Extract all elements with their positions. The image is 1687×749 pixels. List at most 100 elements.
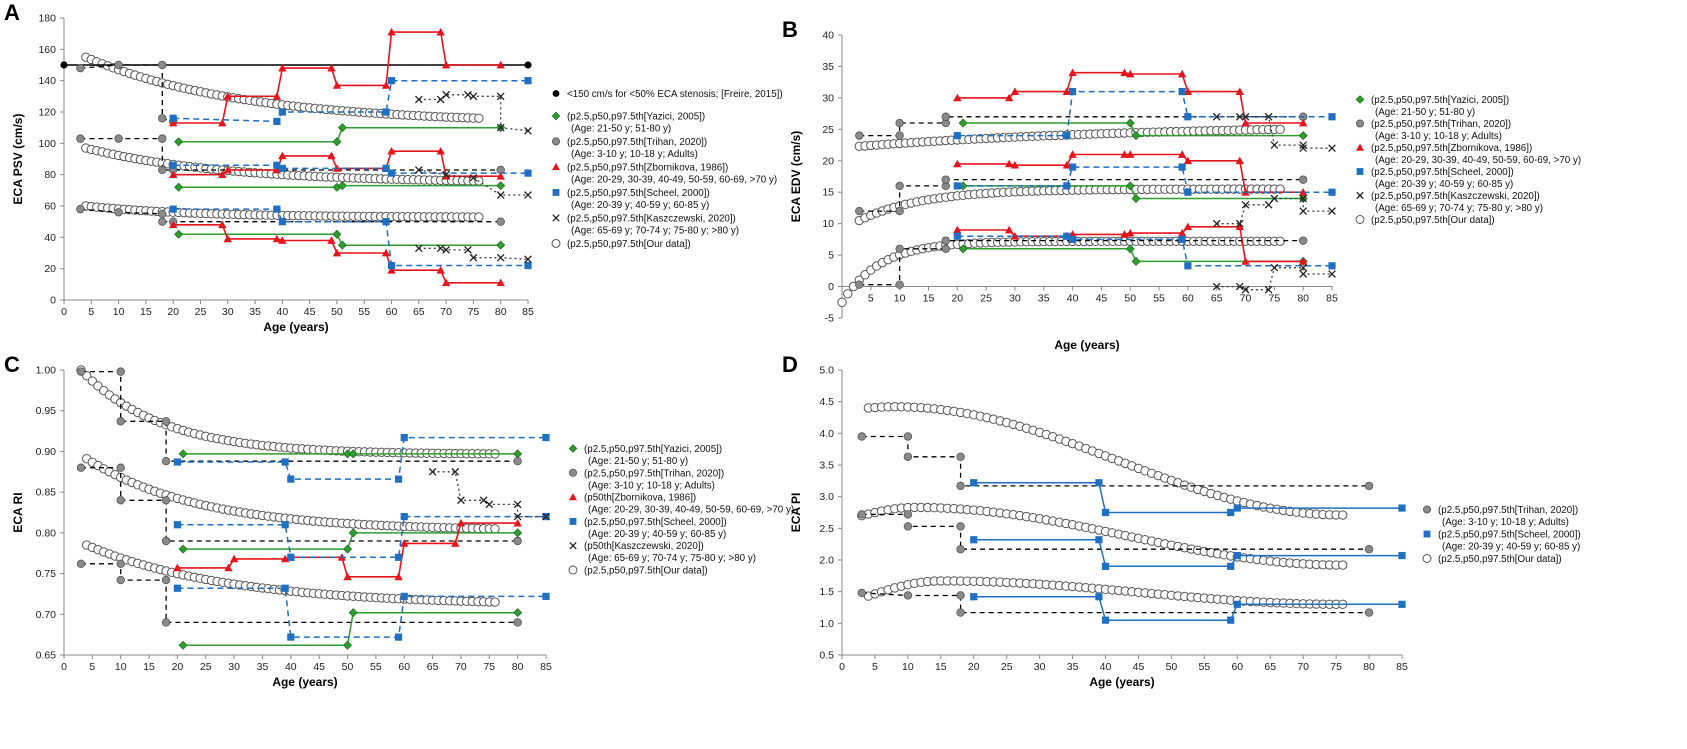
panel-a-series-point	[496, 217, 505, 226]
panel-b-legend-sublabel: (Age: 65-69 y; 70-74 y; 75-80 y; >80 y)	[1375, 203, 1543, 214]
panel-c-legend-label: (p2.5,p50,p97.5th[Our data])	[584, 566, 708, 577]
panel-c-series-point	[116, 367, 125, 376]
panel-b-series-point	[1062, 87, 1072, 95]
panel-c-series-line	[81, 370, 518, 462]
panel-d-our-data-point	[1338, 510, 1348, 520]
panel-c-series-point	[513, 608, 523, 618]
panel-a-y-tick-label: 120	[38, 107, 56, 119]
panel-b-series-point	[953, 182, 961, 190]
panel-b-series-point	[1063, 232, 1071, 240]
panel-c-legend-item: (p2.5,p50,p97.5th[Yazici, 2005])(Age: 21…	[568, 444, 722, 467]
panel-b-series-line	[1216, 197, 1332, 225]
panel-a-legend-marker	[551, 238, 561, 248]
panel-a-legend-label: <150 cm/s for <50% ECA stenosis; [Freire…	[567, 89, 783, 100]
panel-a-series-point	[223, 234, 232, 243]
panel-c-series-point	[394, 475, 403, 483]
panel-b-y-tick-label: 30	[822, 92, 834, 104]
panel-a-series-point	[387, 27, 396, 36]
panel-a-series-point	[174, 229, 184, 239]
panel-d-series-point	[857, 510, 866, 519]
panel-a-series-point	[223, 92, 232, 100]
panel-c-y-tick-label: 0.80	[36, 527, 57, 539]
panel-c-series-point	[161, 536, 171, 546]
panel-d-series-point	[1364, 545, 1374, 554]
panel-c-legend-marker	[568, 468, 578, 477]
panel-a-series-point	[496, 92, 505, 101]
panel-b-y-tick-label: 25	[822, 124, 834, 136]
panel-a-x-tick-label: 85	[522, 306, 534, 318]
panel-c-series-point	[513, 618, 522, 627]
panel-a-y-tick-label: 20	[44, 263, 56, 275]
panel-a-legend-sublabel: (Age: 65-69 y; 70-74 y; 75-80 y; >80 y)	[571, 225, 739, 236]
panel-d-x-tick-label: 45	[1133, 661, 1145, 673]
panel-d-legend-sublabel: (Age: 3-10 y; 10-18 y; Adults)	[1442, 517, 1569, 528]
panel-b-x-axis-title: Age (years)	[1054, 338, 1119, 352]
panel-a-x-tick-label: 75	[468, 306, 480, 318]
panel-b-series-point	[953, 232, 961, 240]
panel-a-series-point	[382, 218, 390, 226]
panel-d-legend-marker	[1422, 554, 1432, 563]
panel-d-series-point	[903, 591, 913, 600]
panel-c-x-tick-label: 35	[257, 661, 269, 673]
panel-b-series-point	[1241, 200, 1250, 209]
panel-b-legend-item: (p2.5,p50,p97.5th[Zbornikova, 1986])(Age…	[1356, 143, 1581, 166]
panel-b-series-point	[1328, 113, 1336, 121]
panel-d-series-point	[1101, 508, 1110, 517]
panel-b-series-line	[957, 90, 1332, 137]
panel-b-series-point	[895, 244, 904, 254]
panel-b-series-line	[957, 166, 1332, 193]
panel-a-series-point	[168, 220, 178, 229]
panel-a-series-point	[278, 151, 287, 160]
panel-b-series-point	[1125, 181, 1135, 191]
panel-b-letter: B	[782, 17, 798, 42]
panel-a-series-point	[496, 123, 505, 132]
panel-a-series-point	[327, 151, 336, 160]
panel-a-legend-item: (p2.5,p50,p97.5th[Kaszczewski, 2020])(Ag…	[552, 213, 739, 236]
panel-d-x-tick-label: 15	[935, 661, 947, 673]
panel-d-y-tick-label: 5.0	[819, 365, 834, 377]
panel-b-x-tick-label: 5	[868, 293, 874, 305]
panel-b-series-point	[1184, 113, 1192, 121]
panel-c-series-point	[173, 521, 182, 529]
panel-a-x-axis-title: Age (years)	[263, 320, 328, 334]
panel-b-series-point	[1264, 200, 1273, 209]
panel-a-legend-label: (p2.5,p50,p97.5th[Zbornikova, 1986])	[567, 162, 728, 173]
panel-b-series-point	[1184, 262, 1192, 270]
panel-d-x-tick-label: 20	[968, 661, 980, 673]
panel-b-series-point	[1328, 262, 1336, 270]
panel-d-series-point	[956, 481, 965, 491]
panel-c-legend-item: (p50th[Kaszczewski, 2020])(Age: 65-69 y;…	[569, 541, 756, 564]
panel-b-y-tick-label: 15	[822, 187, 834, 199]
panel-a-legend-label: (p2.5,p50,p97.5th[Trihan, 2020])	[567, 137, 707, 148]
panel-d-x-tick-label: 75	[1330, 661, 1342, 673]
panel-b-legend-label: (p2.5,p50,p97.5th[Our data])	[1371, 215, 1495, 226]
panel-c-legend-item: (p50th[Zbornikova, 1986])(Age: 20-29, 30…	[569, 493, 794, 516]
panel-d-series-point	[1398, 551, 1406, 560]
panel-c-legend-marker	[568, 444, 578, 453]
panel-a-our-data-point	[474, 212, 484, 222]
panel-c-series-point	[161, 575, 171, 585]
panel-b-x-tick-label: 40	[1067, 293, 1079, 305]
panel-c-series-point	[116, 496, 125, 505]
panel-a-series-point	[496, 240, 506, 250]
panel-b-series-line	[963, 122, 1304, 137]
panel-b-x-tick-label: 35	[1038, 293, 1050, 305]
panel-c-series-point	[178, 544, 188, 554]
panel-a-series-line	[173, 164, 528, 174]
panel-b-series-point	[1177, 69, 1187, 78]
panel-a-series-line	[80, 208, 501, 223]
panel-b-series-point	[1063, 182, 1071, 190]
panel-b-series-point	[1241, 118, 1250, 127]
panel-c-x-axis-title: Age (years)	[272, 675, 337, 689]
panel-a-series-point	[272, 92, 282, 100]
panel-b-y-tick-label: 10	[822, 218, 834, 230]
panel-b-x-tick-label: 45	[1096, 293, 1108, 305]
panel-b-series-point	[1068, 88, 1077, 96]
panel-a-legend-marker	[552, 162, 560, 171]
panel-b-series-point	[1183, 87, 1193, 95]
panel-c-legend-sublabel: (Age: 65-69 y; 70-74 y; 75-80 y; >80 y)	[588, 553, 756, 564]
panel-a-series-point	[218, 118, 227, 127]
panel-d-series-point	[903, 510, 913, 519]
panel-b-series-point	[895, 181, 904, 191]
